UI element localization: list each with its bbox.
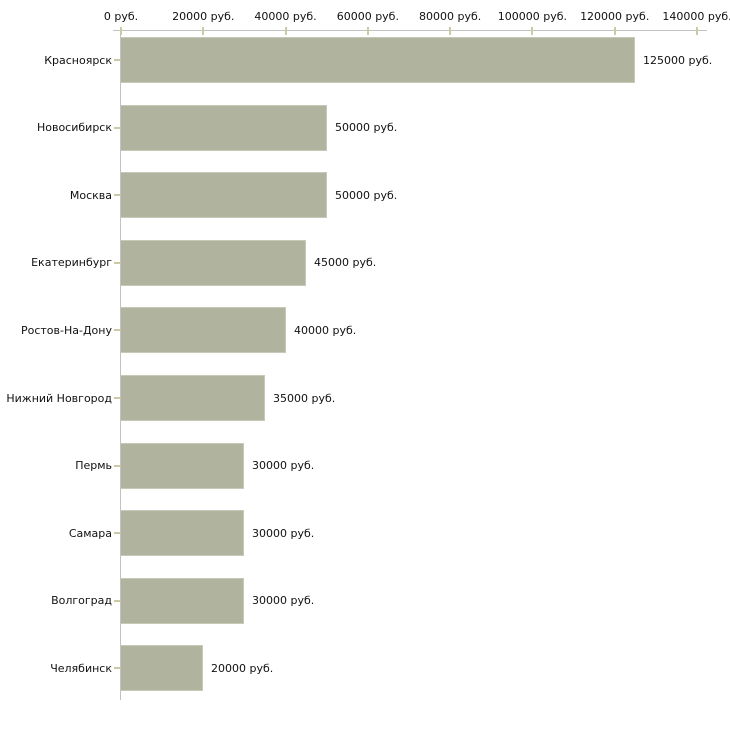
x-axis-tick-label: 100000 руб. (497, 10, 568, 23)
category-label: Екатеринбург (31, 256, 112, 269)
y-axis-tick (114, 532, 120, 534)
x-axis-tick-label: 80000 руб. (419, 10, 482, 23)
y-axis-tick (114, 397, 120, 399)
x-axis-tick (449, 27, 452, 35)
category-label: Пермь (75, 459, 112, 472)
bar (121, 240, 306, 286)
x-axis-tick (531, 27, 534, 35)
bar (121, 375, 265, 421)
y-axis-tick (114, 667, 120, 669)
value-label: 20000 руб. (211, 662, 274, 675)
bar (121, 645, 203, 691)
category-label: Москва (69, 189, 112, 202)
x-axis-tick-label: 60000 руб. (336, 10, 399, 23)
x-axis-tick-label: 140000 руб. (662, 10, 730, 23)
x-axis-tick-label: 0 руб. (103, 10, 139, 23)
x-axis-tick-label: 40000 руб. (254, 10, 317, 23)
x-axis-tick (366, 27, 369, 35)
x-axis-tick-label: 20000 руб. (172, 10, 235, 23)
category-label: Нижний Новгород (6, 392, 112, 405)
bar (121, 510, 244, 556)
y-axis-tick (114, 600, 120, 602)
bar (121, 172, 327, 218)
y-axis-tick (114, 59, 120, 61)
y-axis-tick (114, 262, 120, 264)
category-label: Ростов-На-Дону (20, 324, 112, 337)
category-label: Самара (68, 527, 112, 540)
category-label: Красноярск (44, 54, 112, 67)
bar (121, 105, 327, 151)
value-label: 125000 руб. (643, 54, 713, 67)
x-axis-tick-label: 120000 руб. (580, 10, 650, 23)
value-label: 50000 руб. (335, 121, 398, 134)
bar (121, 307, 286, 353)
y-axis-tick (114, 329, 120, 331)
category-label: Челябинск (50, 662, 112, 675)
value-label: 50000 руб. (335, 189, 398, 202)
value-label: 45000 руб. (314, 256, 377, 269)
x-axis-tick (613, 27, 616, 35)
x-axis-tick (284, 27, 287, 35)
bar (121, 578, 244, 624)
value-label: 35000 руб. (273, 392, 336, 405)
bar (121, 443, 244, 489)
value-label: 30000 руб. (252, 594, 315, 607)
category-label: Волгоград (51, 594, 112, 607)
bar (121, 37, 635, 83)
x-axis-line (113, 30, 707, 31)
x-axis-tick (120, 27, 122, 35)
value-label: 30000 руб. (252, 527, 315, 540)
x-axis-tick (696, 27, 698, 35)
y-axis-tick (114, 127, 120, 129)
value-label: 40000 руб. (294, 324, 357, 337)
y-axis-line (120, 30, 121, 700)
value-label: 30000 руб. (252, 459, 315, 472)
y-axis-tick (114, 465, 120, 467)
x-axis-tick (202, 27, 205, 35)
category-label: Новосибирск (36, 121, 112, 134)
y-axis-tick (114, 194, 120, 196)
